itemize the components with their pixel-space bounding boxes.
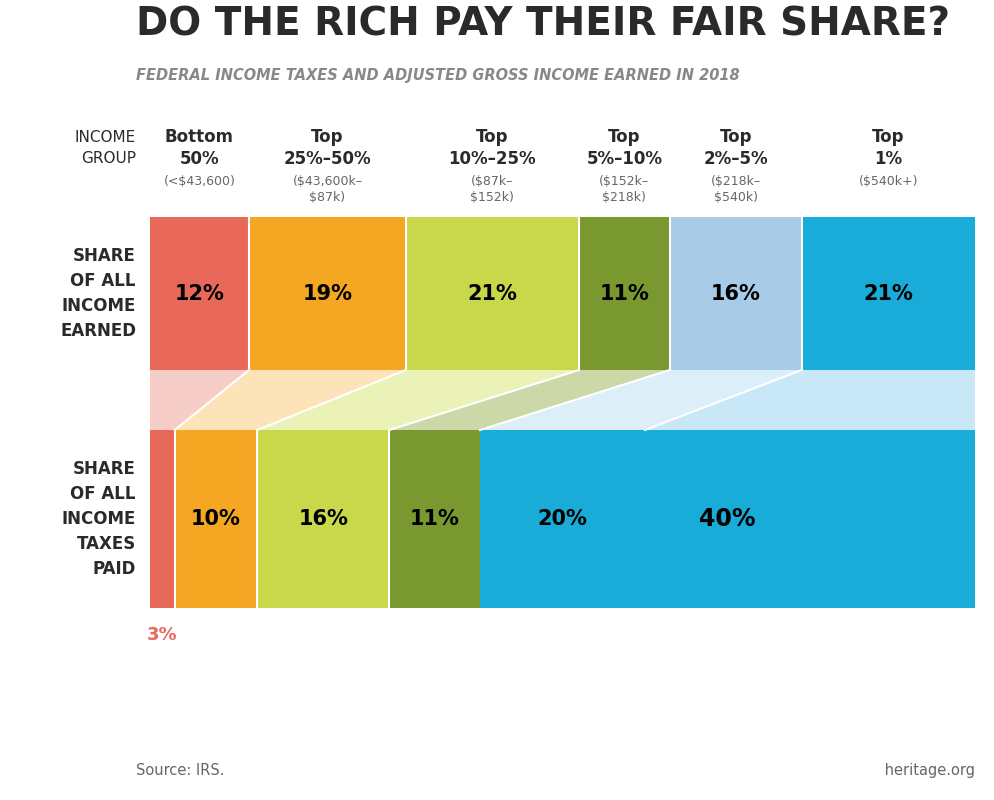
- Bar: [406, 217, 579, 370]
- Bar: [802, 217, 975, 370]
- Polygon shape: [480, 370, 802, 430]
- Text: Source: IRS.: Source: IRS.: [136, 763, 225, 778]
- Text: 11%: 11%: [410, 509, 459, 529]
- Text: ($87k–
$152k): ($87k– $152k): [470, 175, 514, 204]
- Polygon shape: [150, 370, 249, 430]
- Text: 12%: 12%: [175, 283, 225, 303]
- Bar: [670, 217, 802, 370]
- Text: 19%: 19%: [302, 283, 353, 303]
- Polygon shape: [175, 370, 406, 430]
- Text: 20%: 20%: [538, 509, 587, 529]
- Bar: [150, 430, 175, 608]
- Text: 16%: 16%: [298, 509, 348, 529]
- Bar: [579, 217, 670, 370]
- Text: FEDERAL INCOME TAXES AND ADJUSTED GROSS INCOME EARNED IN 2018: FEDERAL INCOME TAXES AND ADJUSTED GROSS …: [136, 68, 740, 83]
- Text: ($540k+): ($540k+): [859, 175, 918, 188]
- Text: ($218k–
$540k): ($218k– $540k): [711, 175, 760, 204]
- Text: SHARE
OF ALL
INCOME
TAXES
PAID: SHARE OF ALL INCOME TAXES PAID: [62, 460, 136, 578]
- Bar: [480, 430, 975, 608]
- Bar: [390, 430, 480, 608]
- Text: Top
25%–50%: Top 25%–50%: [283, 128, 371, 167]
- Text: Bottom
50%: Bottom 50%: [165, 128, 234, 167]
- Polygon shape: [257, 370, 579, 430]
- Bar: [150, 217, 249, 370]
- Polygon shape: [390, 370, 670, 430]
- Text: 16%: 16%: [711, 283, 760, 303]
- Text: 11%: 11%: [599, 283, 649, 303]
- Text: 21%: 21%: [467, 283, 517, 303]
- Text: heritage.org: heritage.org: [880, 763, 975, 778]
- Text: SHARE
OF ALL
INCOME
EARNED: SHARE OF ALL INCOME EARNED: [60, 247, 136, 340]
- Text: (<$43,600): (<$43,600): [164, 175, 236, 188]
- Text: DO THE RICH PAY THEIR FAIR SHARE?: DO THE RICH PAY THEIR FAIR SHARE?: [136, 5, 950, 43]
- Text: Top
2%–5%: Top 2%–5%: [704, 128, 768, 167]
- Text: 10%: 10%: [191, 509, 241, 529]
- Text: Top
10%–25%: Top 10%–25%: [448, 128, 536, 167]
- Text: ($43,600k–
$87k): ($43,600k– $87k): [292, 175, 363, 204]
- Text: INCOME
GROUP: INCOME GROUP: [75, 130, 136, 166]
- Polygon shape: [645, 370, 975, 430]
- Bar: [175, 430, 257, 608]
- Text: Top
1%: Top 1%: [872, 128, 905, 167]
- Bar: [257, 430, 390, 608]
- Text: ($152k–
$218k): ($152k– $218k): [599, 175, 649, 204]
- Text: Top
5%–10%: Top 5%–10%: [586, 128, 662, 167]
- Text: 3%: 3%: [147, 626, 178, 644]
- Text: 21%: 21%: [864, 283, 913, 303]
- Bar: [249, 217, 406, 370]
- Text: 40%: 40%: [699, 507, 755, 531]
